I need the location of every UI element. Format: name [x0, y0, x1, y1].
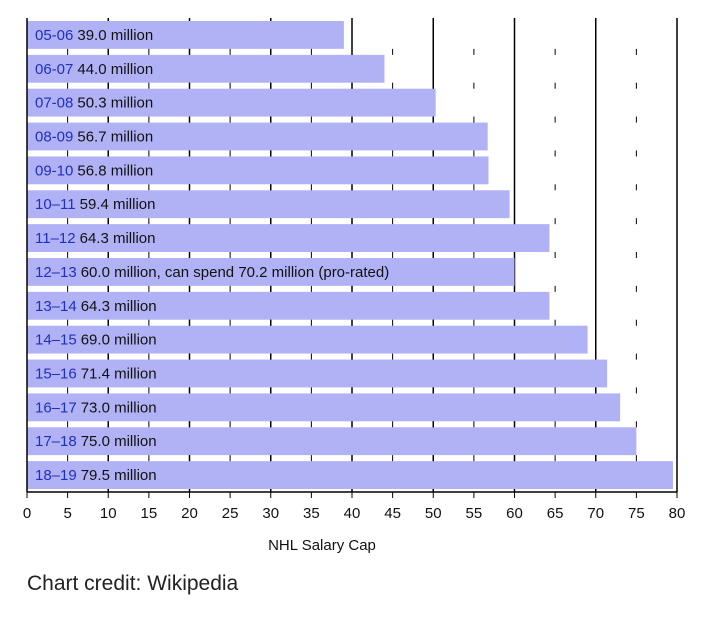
- season-label: 05-06: [35, 27, 73, 44]
- bar-17–18: [27, 427, 637, 456]
- bar-label-11–12: 11–12 64.3 million: [35, 230, 155, 247]
- season-label: 18–19: [35, 467, 77, 484]
- season-label: 09-10: [35, 162, 73, 179]
- bar-layer: [27, 21, 673, 489]
- value-label: 73.0 million: [81, 399, 157, 416]
- bar-13–14: [27, 291, 550, 320]
- value-label: 64.3 million: [81, 298, 157, 315]
- salary-cap-chart: 0 5 10 15 20 25 30 35 40 45 50 55 60 65 70 75 80 05-06 39…: [23, 18, 686, 554]
- x-tick-label: 50: [425, 505, 442, 522]
- value-label: 39.0 million: [77, 27, 153, 44]
- x-tick-label: 0: [23, 505, 31, 522]
- bar-06-07: [27, 54, 385, 83]
- bar-label-07-08: 07-08 50.3 million: [35, 95, 153, 112]
- bar-label-09-10: 09-10 56.8 million: [35, 162, 153, 179]
- x-tick-label: 45: [384, 505, 401, 522]
- season-label: 15–16: [35, 366, 77, 383]
- value-label: 50.3 million: [77, 95, 153, 112]
- bar-label-18–19: 18–19 79.5 million: [35, 467, 157, 484]
- x-tick-label: 55: [466, 505, 483, 522]
- x-tick-label: 5: [63, 505, 71, 522]
- value-label: 59.4 million: [80, 196, 156, 213]
- season-label: 06-07: [35, 61, 73, 78]
- bar-label-05-06: 05-06 39.0 million: [35, 27, 153, 44]
- x-tick-label: 70: [587, 505, 604, 522]
- bar-label-10–11: 10–11 59.4 million: [35, 196, 155, 213]
- value-label: 60.0 million, can spend 70.2 million (pr…: [81, 264, 390, 281]
- bar-label-15–16: 15–16 71.4 million: [35, 366, 157, 383]
- season-label: 16–17: [35, 399, 77, 416]
- season-label: 08-09: [35, 129, 73, 146]
- season-label: 12–13: [35, 264, 77, 281]
- bar-12–13: [27, 258, 515, 286]
- bar-18–19: [27, 461, 673, 489]
- bar-15–16: [27, 359, 608, 388]
- x-tick-label: 35: [303, 505, 320, 522]
- x-tick-label: 30: [262, 505, 279, 522]
- x-tick-label: 40: [344, 505, 361, 522]
- season-label: 10–11: [35, 196, 76, 213]
- season-label: 17–18: [35, 433, 77, 450]
- x-tick-label: 60: [506, 505, 523, 522]
- bar-label-16–17: 16–17 73.0 million: [35, 399, 157, 416]
- season-label: 13–14: [35, 298, 77, 315]
- season-label: 07-08: [35, 95, 73, 112]
- bar-label-06-07: 06-07 44.0 million: [35, 61, 153, 78]
- x-tick-label: 20: [181, 505, 198, 522]
- x-tick-label: 75: [628, 505, 645, 522]
- value-label: 64.3 million: [80, 230, 156, 247]
- value-label: 71.4 million: [81, 366, 157, 383]
- bar-label-17–18: 17–18 75.0 million: [35, 433, 157, 450]
- value-label: 56.8 million: [77, 162, 153, 179]
- bar-05-06: [27, 21, 344, 49]
- x-tick-label: 65: [547, 505, 564, 522]
- value-label: 56.7 million: [77, 129, 153, 146]
- bar-16–17: [27, 393, 621, 422]
- x-tick-label: 25: [222, 505, 239, 522]
- bar-08-09: [27, 122, 488, 151]
- bar-label-12–13: 12–13 60.0 million, can spend 70.2 millio…: [35, 264, 389, 281]
- x-tick-label: 10: [100, 505, 117, 522]
- season-label: 14–15: [35, 332, 77, 349]
- x-tick-label: 15: [141, 505, 158, 522]
- bar-14–15: [27, 325, 588, 354]
- bar-label-14–15: 14–15 69.0 million: [35, 332, 157, 349]
- season-label: 11–12: [35, 230, 76, 247]
- tick-layer: 0 5 10 15 20 25 30 35 40 45 50 55 60 65 70 75 80: [23, 48, 686, 522]
- value-label: 75.0 million: [81, 433, 157, 450]
- x-axis-label: NHL Salary Cap: [268, 537, 376, 554]
- bar-07-08: [27, 88, 436, 117]
- value-label: 69.0 million: [81, 332, 157, 349]
- bar-11–12: [27, 224, 550, 252]
- bar-label-08-09: 08-09 56.7 million: [35, 129, 153, 146]
- value-label: 44.0 million: [77, 61, 153, 78]
- bar-label-13–14: 13–14 64.3 million: [35, 298, 157, 315]
- x-tick-label: 80: [669, 505, 686, 522]
- bar-10–11: [27, 190, 510, 219]
- chart-credit: Chart credit: Wikipedia: [27, 572, 239, 595]
- bar-09-10: [27, 156, 489, 185]
- value-label: 79.5 million: [81, 467, 157, 484]
